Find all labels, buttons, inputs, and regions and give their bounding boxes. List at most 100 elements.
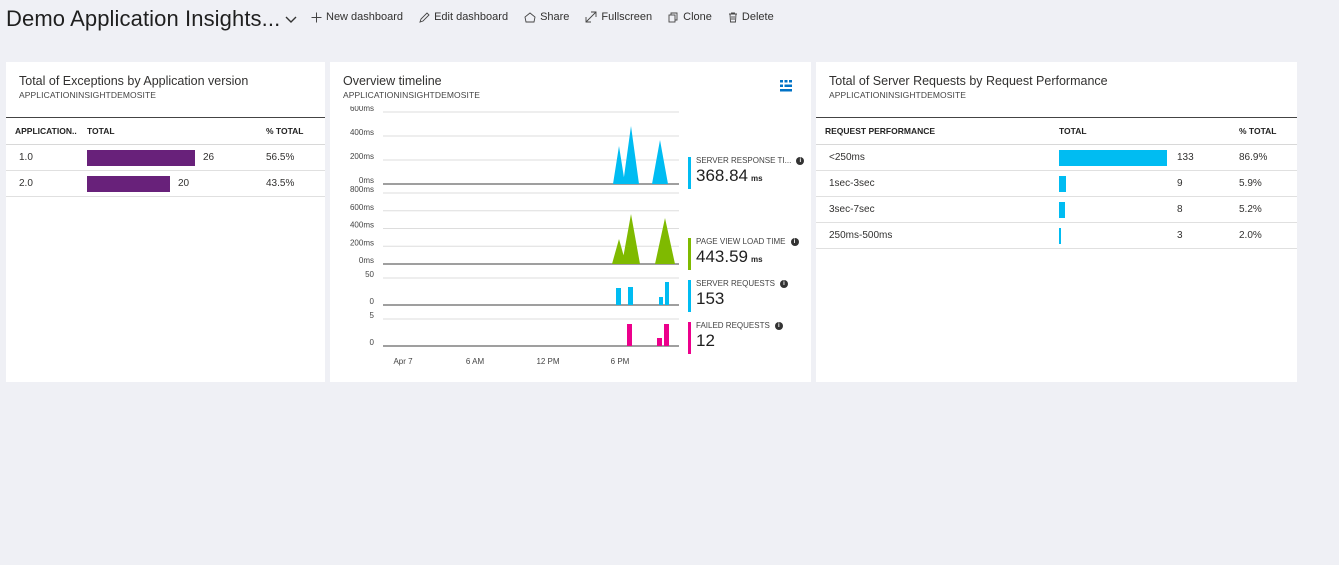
- failed-requests-bar: [627, 324, 632, 346]
- column-header-application[interactable]: APPLICATION..: [6, 117, 87, 145]
- y-tick-label: 0: [370, 338, 375, 347]
- y-tick-label: 200ms: [350, 152, 374, 161]
- metric-label: SERVER RESPONSE TI... i: [696, 156, 805, 165]
- table-row[interactable]: 1.0 26 56.5%: [6, 144, 325, 171]
- failed-requests-bar: [664, 324, 669, 346]
- trash-icon: [728, 12, 737, 22]
- row-pct: 5.9%: [1239, 170, 1297, 197]
- metric-name: FAILED REQUESTS: [696, 321, 770, 330]
- row-name: <250ms: [816, 144, 1059, 171]
- table-row[interactable]: <250ms 133 86.9%: [816, 144, 1297, 171]
- chevron-down-icon[interactable]: [283, 11, 299, 27]
- row-total: 3: [1177, 230, 1183, 242]
- metric-unit: ms: [751, 174, 763, 183]
- metric-label: SERVER REQUESTS i: [696, 279, 788, 288]
- requests-table: REQUEST PERFORMANCE TOTAL % TOTAL <250ms…: [816, 117, 1297, 249]
- info-icon[interactable]: i: [774, 321, 783, 330]
- share-button[interactable]: Share: [524, 11, 569, 23]
- row-total-cell: 3: [1059, 222, 1239, 249]
- table-row[interactable]: 1sec-3sec 9 5.9%: [816, 170, 1297, 197]
- requests-by-performance-tile[interactable]: Total of Server Requests by Request Perf…: [816, 62, 1297, 382]
- exceptions-by-version-tile[interactable]: Total of Exceptions by Application versi…: [6, 62, 325, 382]
- row-total: 26: [203, 152, 215, 164]
- tile-subtitle: APPLICATIONINSIGHTDEMOSITE: [343, 90, 481, 100]
- metric-number: 12: [696, 331, 715, 350]
- info-icon[interactable]: i: [779, 279, 788, 288]
- row-bar: [1059, 201, 1065, 218]
- column-header-total[interactable]: TOTAL: [1059, 117, 1239, 145]
- metric-label: PAGE VIEW LOAD TIME i: [696, 237, 799, 246]
- row-bar: [1059, 227, 1061, 244]
- row-bar: [1059, 149, 1167, 166]
- dashboard-title[interactable]: Demo Application Insights...: [6, 6, 281, 31]
- metric-unit: ms: [751, 255, 763, 264]
- metric-value: 153: [696, 289, 727, 309]
- server-requests-bar: [659, 297, 663, 305]
- info-icon[interactable]: i: [796, 156, 805, 165]
- row-pct: 5.2%: [1239, 196, 1297, 223]
- y-tick-label: 200ms: [350, 238, 374, 247]
- tile-title: Total of Exceptions by Application versi…: [19, 74, 249, 88]
- clone-button[interactable]: Clone: [668, 11, 712, 23]
- timeline-chart: 600ms400ms200ms0ms800ms600ms400ms200ms0m…: [350, 106, 679, 366]
- info-icon[interactable]: i: [790, 237, 799, 246]
- column-header-pct-total[interactable]: % TOTAL: [266, 117, 325, 145]
- row-name: 1sec-3sec: [816, 170, 1059, 197]
- row-pct: 43.5%: [266, 170, 325, 197]
- table-row[interactable]: 250ms-500ms 3 2.0%: [816, 222, 1297, 249]
- pencil-icon: [419, 11, 430, 23]
- metric-label: FAILED REQUESTS i: [696, 321, 783, 330]
- server-requests-bar: [616, 288, 621, 305]
- column-header-total[interactable]: TOTAL: [87, 117, 266, 145]
- metric-name: SERVER REQUESTS: [696, 279, 775, 288]
- clone-label: Clone: [683, 11, 712, 23]
- column-header-pct-total[interactable]: % TOTAL: [1239, 117, 1297, 145]
- grid-view-icon[interactable]: [780, 80, 792, 92]
- y-tick-label: 0ms: [359, 176, 374, 185]
- new-dashboard-label: New dashboard: [326, 11, 404, 23]
- server-requests-bar: [628, 287, 633, 305]
- fullscreen-icon: [585, 11, 597, 23]
- row-bar: [1059, 175, 1066, 192]
- table-row[interactable]: 3sec-7sec 8 5.2%: [816, 196, 1297, 223]
- row-total: 20: [178, 178, 190, 190]
- tile-title: Total of Server Requests by Request Perf…: [829, 74, 1108, 88]
- metric-value: 12: [696, 331, 718, 351]
- metric-number: 368.84: [696, 166, 748, 185]
- y-tick-label: 0ms: [359, 256, 374, 265]
- y-tick-label: 400ms: [350, 128, 374, 137]
- x-tick-label: 12 PM: [536, 357, 559, 366]
- fullscreen-label: Fullscreen: [601, 11, 653, 23]
- fullscreen-button[interactable]: Fullscreen: [585, 11, 652, 23]
- server-response-area: [383, 126, 679, 184]
- column-header-request-performance[interactable]: REQUEST PERFORMANCE: [816, 117, 1059, 145]
- row-total: 133: [1177, 152, 1194, 164]
- y-tick-label: 0: [370, 297, 375, 306]
- y-tick-label: 50: [365, 270, 374, 279]
- row-name: 250ms-500ms: [816, 222, 1059, 249]
- server-requests-bar: [665, 282, 669, 305]
- y-tick-label: 800ms: [350, 185, 374, 194]
- y-tick-label: 400ms: [350, 221, 374, 230]
- dashboard-header: Demo Application Insights... New dashboa…: [0, 0, 1339, 40]
- row-pct: 86.9%: [1239, 144, 1297, 171]
- row-name: 1.0: [6, 144, 87, 171]
- tile-title: Overview timeline: [343, 74, 442, 88]
- page-view-area: [383, 214, 679, 264]
- metric-accent: [688, 238, 691, 270]
- overview-timeline-tile[interactable]: Overview timeline APPLICATIONINSIGHTDEMO…: [330, 62, 811, 382]
- row-total: 8: [1177, 204, 1183, 216]
- metric-accent: [688, 157, 691, 189]
- delete-button[interactable]: Delete: [728, 11, 774, 23]
- new-dashboard-button[interactable]: New dashboard: [311, 11, 403, 23]
- metric-name: PAGE VIEW LOAD TIME: [696, 237, 786, 246]
- row-pct: 2.0%: [1239, 222, 1297, 249]
- failed-requests-bar: [657, 338, 662, 346]
- share-label: Share: [540, 11, 570, 23]
- plus-icon: [311, 12, 322, 22]
- table-row[interactable]: 2.0 20 43.5%: [6, 170, 325, 197]
- row-bar: [87, 175, 170, 192]
- row-total: 9: [1177, 178, 1183, 190]
- edit-dashboard-button[interactable]: Edit dashboard: [419, 11, 508, 23]
- tile-subtitle: APPLICATIONINSIGHTDEMOSITE: [829, 90, 967, 100]
